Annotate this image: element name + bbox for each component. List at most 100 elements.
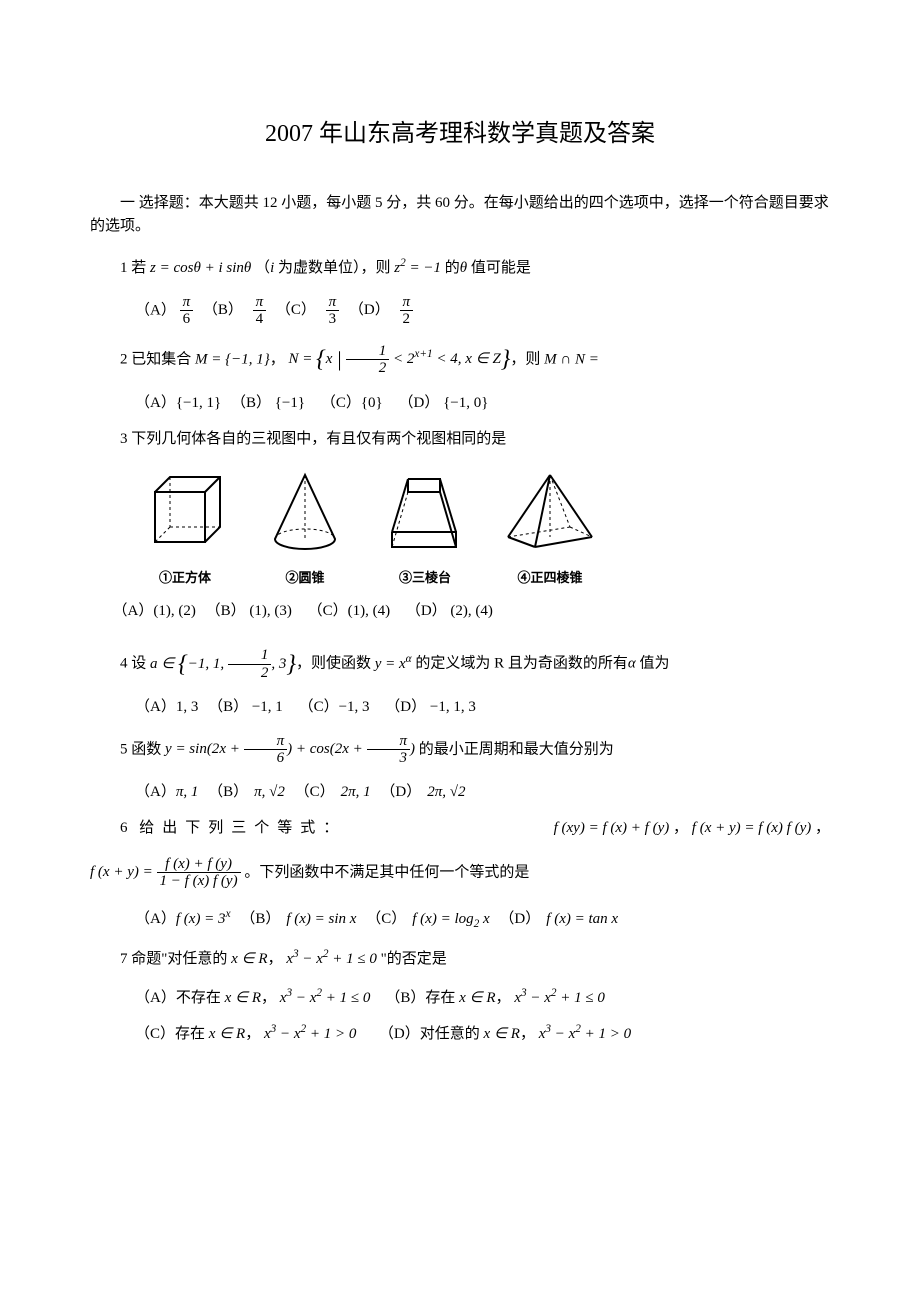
q7-options-row1: （A）不存在 x ∈ R， x3 − x2 + 1 ≤ 0 （B）存在 x ∈ … <box>135 985 830 1010</box>
q1-num: 1 <box>120 260 128 276</box>
q6-B-val: f (x) = sin x <box>286 911 356 927</box>
q7-C-xR: x ∈ R <box>209 1026 245 1042</box>
question-4: 4 设 a ∈ {−1, 1, 12, 3}，则使函数 y = xα 的定义域为… <box>90 646 830 682</box>
q7-xR: x ∈ R <box>231 951 267 967</box>
q7-expr: x3 − x2 + 1 ≤ 0 <box>286 951 377 967</box>
q5-func: y = sin(2x + π6) + cos(2x + π3) <box>165 741 415 757</box>
q7-text2: "的否定是 <box>381 951 447 967</box>
shape-prism-frustum: ③三棱台 <box>380 467 470 588</box>
q7-A-expr: x3 − x2 + 1 ≤ 0 <box>280 990 371 1006</box>
q3-opt-D: （D） (2), (4) <box>406 603 493 619</box>
q6-opt-D: （D） <box>499 911 540 927</box>
shape-cone: ②圆锥 <box>260 467 350 588</box>
q1-options: （A） π6 （B） π4 （C） π3 （D） π2 <box>135 294 830 328</box>
question-1: 1 若 z = cosθ + i sinθ （i 为虚数单位），则 z2 = −… <box>90 255 830 280</box>
q2-opt-D: （D） {−1, 0} <box>398 395 488 411</box>
q5-opt-C: （C） <box>295 784 335 800</box>
q5-text1: 函数 <box>131 741 161 757</box>
q1-C-frac: π3 <box>326 294 340 328</box>
q5-opt-A: （A） <box>135 784 176 800</box>
q6-opt-C: （C） <box>366 911 406 927</box>
q1-text: 若 <box>131 260 146 276</box>
cube-icon <box>140 467 230 557</box>
q3-opt-A: （A）(1), (2) <box>113 603 196 619</box>
q1-opt-C: （C） <box>276 302 316 318</box>
question-7: 7 命题"对任意的 x ∈ R， x3 − x2 + 1 ≤ 0 "的否定是 <box>90 946 830 971</box>
q6-A-val: f (x) = 3x <box>176 911 231 927</box>
q7-opt-B-label: （B）存在 <box>385 990 455 1006</box>
question-6-line1: 6 给出下列三个等式： f (xy) = f (x) + f (y) ， f (… <box>90 817 830 840</box>
q6-eq2: f (x + y) = f (x) f (y) <box>692 820 811 836</box>
q5-opt-D: （D） <box>380 784 421 800</box>
q7-opt-D-label: （D）对任意的 <box>379 1026 480 1042</box>
q7-options-row2: （C）存在 x ∈ R， x3 − x2 + 1 > 0 （D）对任意的 x ∈… <box>135 1021 830 1046</box>
q7-A-xR: x ∈ R <box>225 990 261 1006</box>
q6-C-val: f (x) = log2 x <box>412 911 489 927</box>
shape-3-label: ③三棱台 <box>380 568 470 588</box>
question-2: 2 已知集合 M = {−1, 1}， N = {x | 12 < 2x+1 <… <box>90 342 830 378</box>
q4-options: （A）1, 3 （B） −1, 1 （C）−1, 3 （D） −1, 1, 3 <box>135 696 830 719</box>
q5-text2: 的最小正周期和最大值分别为 <box>419 741 614 757</box>
q1-paren: （i 为虚数单位），则 <box>255 260 390 276</box>
q3-num: 3 <box>120 431 128 447</box>
q1-A-frac: π6 <box>180 294 194 328</box>
q7-C-comma: ， <box>245 1026 260 1042</box>
q4-opt-B: （B） −1, 1 <box>208 699 283 715</box>
q5-options: （A）π, 1 （B） π, √2 （C） 2π, 1 （D） 2π, √2 <box>135 781 830 804</box>
q4-num: 4 <box>120 656 128 672</box>
q5-B-val: π, √2 <box>254 784 285 800</box>
q3-text: 下列几何体各自的三视图中，有且仅有两个视图相同的是 <box>131 431 506 447</box>
q5-A-val: π, 1 <box>176 784 199 800</box>
q2-M: M = {−1, 1} <box>195 351 270 367</box>
q6-opt-A: （A） <box>135 911 176 927</box>
q7-comma: ， <box>268 951 283 967</box>
question-5: 5 函数 y = sin(2x + π6) + cos(2x + π3) 的最小… <box>90 733 830 767</box>
q6-num: 6 <box>120 820 128 836</box>
q7-D-comma: ， <box>520 1026 535 1042</box>
q1-opt-D: （D） <box>349 302 390 318</box>
q5-C-val: 2π, 1 <box>341 784 371 800</box>
q7-B-comma: ， <box>496 990 511 1006</box>
shape-cube: ①正方体 <box>140 467 230 588</box>
q7-C-expr: x3 − x2 + 1 > 0 <box>264 1026 356 1042</box>
q4-opt-C: （C）−1, 3 <box>299 699 370 715</box>
question-3: 3 下列几何体各自的三视图中，有且仅有两个视图相同的是 <box>90 428 830 451</box>
shape-1-label: ①正方体 <box>140 568 230 588</box>
q2-text2: ，则 <box>510 351 540 367</box>
q4-text4: 值为 <box>639 656 669 672</box>
q2-opt-C: （C）{0} <box>321 395 383 411</box>
shape-pyramid: ④正四棱锥 <box>500 467 600 588</box>
q6-eq1: f (xy) = f (x) + f (y) <box>554 820 670 836</box>
q2-options: （A）{−1, 1} （B） {−1} （C）{0} （D） {−1, 0} <box>135 392 830 415</box>
q7-A-comma: ， <box>261 990 276 1006</box>
q4-opt-A: （A）1, 3 <box>135 699 198 715</box>
q4-set: a ∈ {−1, 1, 12, 3} <box>150 656 296 672</box>
q5-D-val: 2π, √2 <box>427 784 465 800</box>
shape-2-label: ②圆锥 <box>260 568 350 588</box>
pyramid-icon <box>500 467 600 557</box>
q3-opt-B: （B） (1), (3) <box>206 603 292 619</box>
q2-num: 2 <box>120 351 128 367</box>
q6-text1: 给出下列三个等式： <box>139 820 346 836</box>
q7-B-expr: x3 − x2 + 1 ≤ 0 <box>514 990 605 1006</box>
q4-text1: 设 <box>131 656 146 672</box>
q6-D-val: f (x) = tan x <box>546 911 618 927</box>
q1-D-frac: π2 <box>400 294 414 328</box>
frustum-icon <box>380 467 470 557</box>
question-6-line2: f (x + y) = f (x) + f (y)1 − f (x) f (y)… <box>90 856 830 890</box>
q3-opt-C: （C）(1), (4) <box>308 603 391 619</box>
q2-comma: ， <box>270 351 285 367</box>
q7-num: 7 <box>120 951 128 967</box>
shape-4-label: ④正四棱锥 <box>500 568 600 588</box>
q2-opt-A: （A）{−1, 1} <box>135 395 221 411</box>
q3-options: （A）(1), (2) （B） (1), (3) （C）(1), (4) （D）… <box>113 600 831 623</box>
q2-N: N = {x | 12 < 2x+1 < 4, x ∈ Z} <box>289 351 511 367</box>
q1-opt-A: （A） <box>135 302 176 318</box>
q1-opt-B: （B） <box>203 302 243 318</box>
q6-opt-B: （B） <box>240 911 280 927</box>
cone-icon <box>260 467 350 557</box>
q3-shapes-row: ①正方体 ②圆锥 ③三棱台 <box>140 467 830 588</box>
q4-text3: 的定义域为 R 且为奇函数的所有 <box>415 656 628 672</box>
q7-D-expr: x3 − x2 + 1 > 0 <box>539 1026 631 1042</box>
q5-opt-B: （B） <box>208 784 248 800</box>
